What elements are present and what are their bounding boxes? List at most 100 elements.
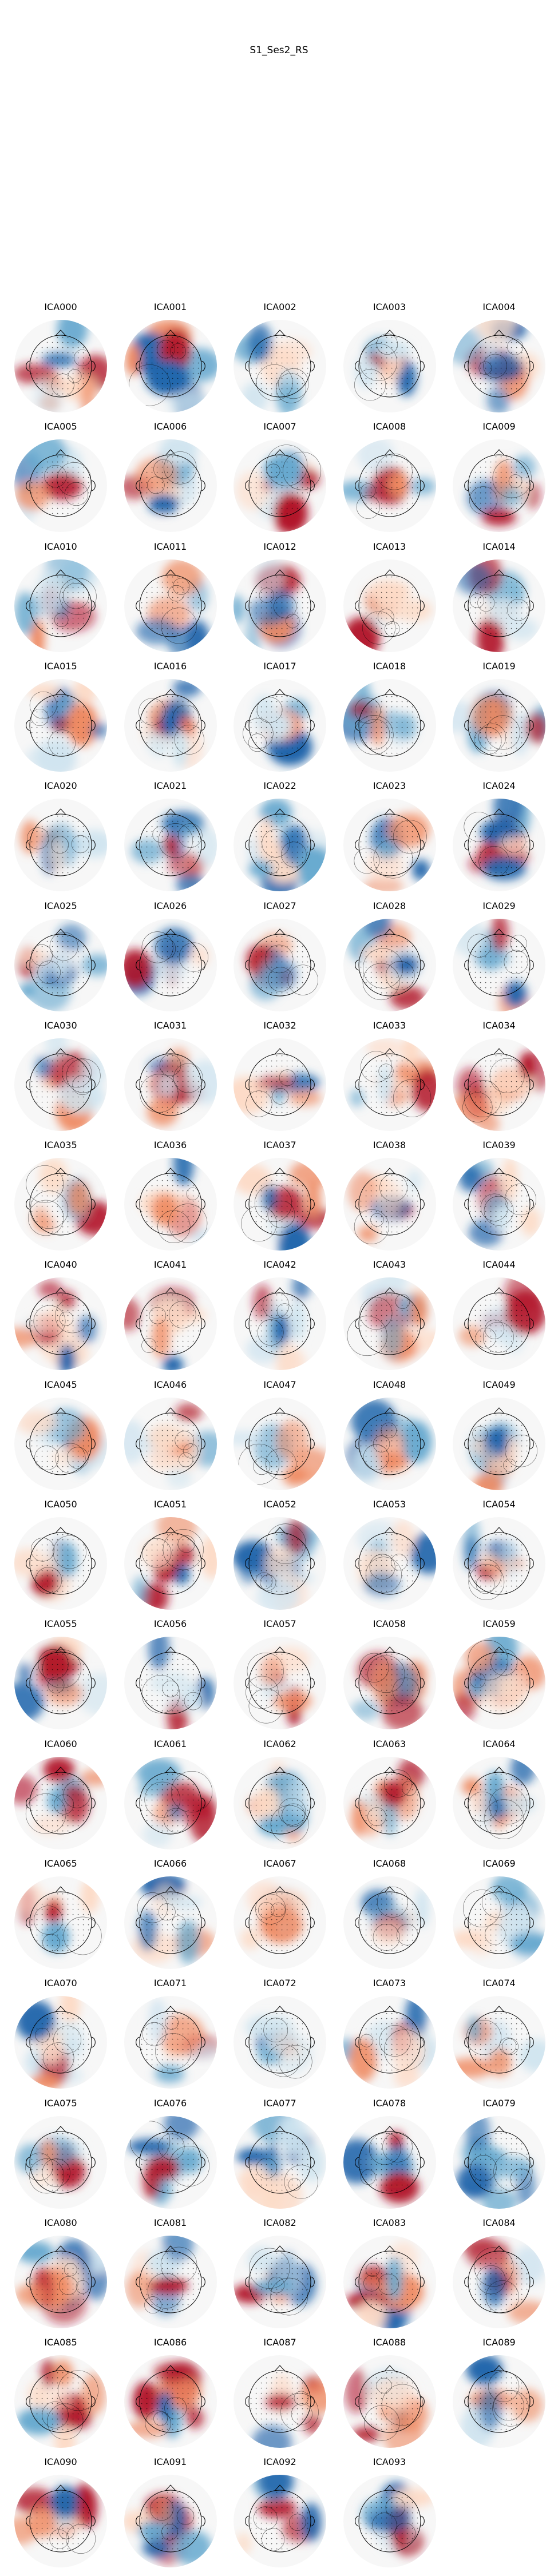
- component-title: ICA036: [116, 1140, 225, 1150]
- component-title: ICA057: [225, 1619, 335, 1629]
- head-topomap: [228, 315, 331, 418]
- component-topomap: ICA033: [335, 1021, 445, 1140]
- component-title: ICA060: [6, 1739, 116, 1749]
- head-topomap: [448, 554, 551, 657]
- component-title: ICA071: [116, 1978, 225, 1988]
- head-topomap: [119, 2350, 222, 2453]
- component-topomap: ICA050: [6, 1499, 116, 1618]
- head-topomap: [338, 1991, 441, 2094]
- component-topomap: ICA058: [335, 1619, 445, 1738]
- component-topomap: ICA007: [225, 422, 335, 541]
- component-title: ICA073: [335, 1978, 445, 1988]
- head-topomap: [228, 1033, 331, 1136]
- component-title: ICA092: [225, 2457, 335, 2467]
- component-title: ICA075: [6, 2098, 116, 2109]
- component-title: ICA045: [6, 1380, 116, 1390]
- component-topomap: ICA049: [444, 1380, 554, 1499]
- head-topomap: [338, 2230, 441, 2333]
- component-topomap: ICA077: [225, 2098, 335, 2217]
- head-topomap: [119, 315, 222, 418]
- component-title: ICA048: [335, 1380, 445, 1390]
- component-topomap: ICA063: [335, 1739, 445, 1858]
- head-topomap: [448, 1392, 551, 1495]
- component-topomap: ICA000: [6, 302, 116, 421]
- component-title: ICA011: [116, 542, 225, 552]
- head-topomap: [338, 1272, 441, 1375]
- head-topomap: [228, 1632, 331, 1734]
- component-title: ICA039: [444, 1140, 554, 1150]
- head-topomap: [338, 1392, 441, 1495]
- component-title: ICA052: [225, 1499, 335, 1510]
- component-topomap: ICA081: [116, 2218, 225, 2337]
- component-topomap: ICA055: [6, 1619, 116, 1738]
- component-topomap: ICA012: [225, 542, 335, 661]
- component-title: ICA079: [444, 2098, 554, 2109]
- component-topomap: ICA093: [335, 2457, 445, 2576]
- component-topomap: ICA024: [444, 781, 554, 900]
- component-title: ICA055: [6, 1619, 116, 1629]
- head-topomap: [119, 2470, 222, 2573]
- component-topomap: ICA051: [116, 1499, 225, 1618]
- head-topomap: [338, 315, 441, 418]
- component-title: ICA004: [444, 302, 554, 312]
- component-title: ICA032: [225, 1021, 335, 1031]
- head-topomap: [228, 2230, 331, 2333]
- component-topomap: ICA074: [444, 1978, 554, 2097]
- component-topomap: ICA085: [6, 2337, 116, 2456]
- component-title: ICA005: [6, 422, 116, 432]
- component-topomap: ICA046: [116, 1380, 225, 1499]
- head-topomap: [448, 2230, 551, 2333]
- component-topomap: ICA092: [225, 2457, 335, 2576]
- component-topomap: ICA029: [444, 901, 554, 1020]
- component-topomap: ICA060: [6, 1739, 116, 1858]
- component-topomap: ICA052: [225, 1499, 335, 1618]
- head-topomap: [448, 1512, 551, 1615]
- head-topomap: [448, 315, 551, 418]
- head-topomap: [119, 1272, 222, 1375]
- component-title: ICA053: [335, 1499, 445, 1510]
- component-title: ICA023: [335, 781, 445, 791]
- component-topomap: ICA040: [6, 1260, 116, 1379]
- component-title: ICA009: [444, 422, 554, 432]
- component-title: ICA089: [444, 2337, 554, 2348]
- component-topomap: ICA006: [116, 422, 225, 541]
- component-title: ICA085: [6, 2337, 116, 2348]
- component-title: ICA000: [6, 302, 116, 312]
- head-topomap: [448, 2111, 551, 2214]
- component-title: ICA058: [335, 1619, 445, 1629]
- component-topomap: ICA039: [444, 1140, 554, 1259]
- head-topomap: [338, 1752, 441, 1855]
- component-title: ICA090: [6, 2457, 116, 2467]
- component-topomap: ICA014: [444, 542, 554, 661]
- component-topomap: ICA054: [444, 1499, 554, 1618]
- component-topomap: ICA002: [225, 302, 335, 421]
- head-topomap: [9, 793, 112, 896]
- head-topomap: [9, 2111, 112, 2214]
- head-topomap: [448, 434, 551, 537]
- head-topomap: [119, 674, 222, 777]
- component-topomap: ICA003: [335, 302, 445, 421]
- component-title: ICA067: [225, 1859, 335, 1869]
- component-title: ICA063: [335, 1739, 445, 1749]
- component-title: ICA030: [6, 1021, 116, 1031]
- component-title: ICA049: [444, 1380, 554, 1390]
- head-topomap: [228, 434, 331, 537]
- head-topomap: [338, 2111, 441, 2214]
- component-topomap: ICA043: [335, 1260, 445, 1379]
- component-topomap: ICA047: [225, 1380, 335, 1499]
- head-topomap: [9, 1632, 112, 1734]
- component-topomap: ICA075: [6, 2098, 116, 2217]
- component-topomap: ICA087: [225, 2337, 335, 2456]
- head-topomap: [119, 2111, 222, 2214]
- component-topomap: ICA009: [444, 422, 554, 541]
- component-topomap: ICA070: [6, 1978, 116, 2097]
- component-topomap: ICA026: [116, 901, 225, 1020]
- head-topomap: [228, 1153, 331, 1256]
- head-topomap: [119, 1512, 222, 1615]
- component-topomap: ICA083: [335, 2218, 445, 2337]
- component-topomap: ICA053: [335, 1499, 445, 1618]
- component-title: ICA047: [225, 1380, 335, 1390]
- component-topomap: ICA080: [6, 2218, 116, 2337]
- component-title: ICA087: [225, 2337, 335, 2348]
- component-topomap: ICA034: [444, 1021, 554, 1140]
